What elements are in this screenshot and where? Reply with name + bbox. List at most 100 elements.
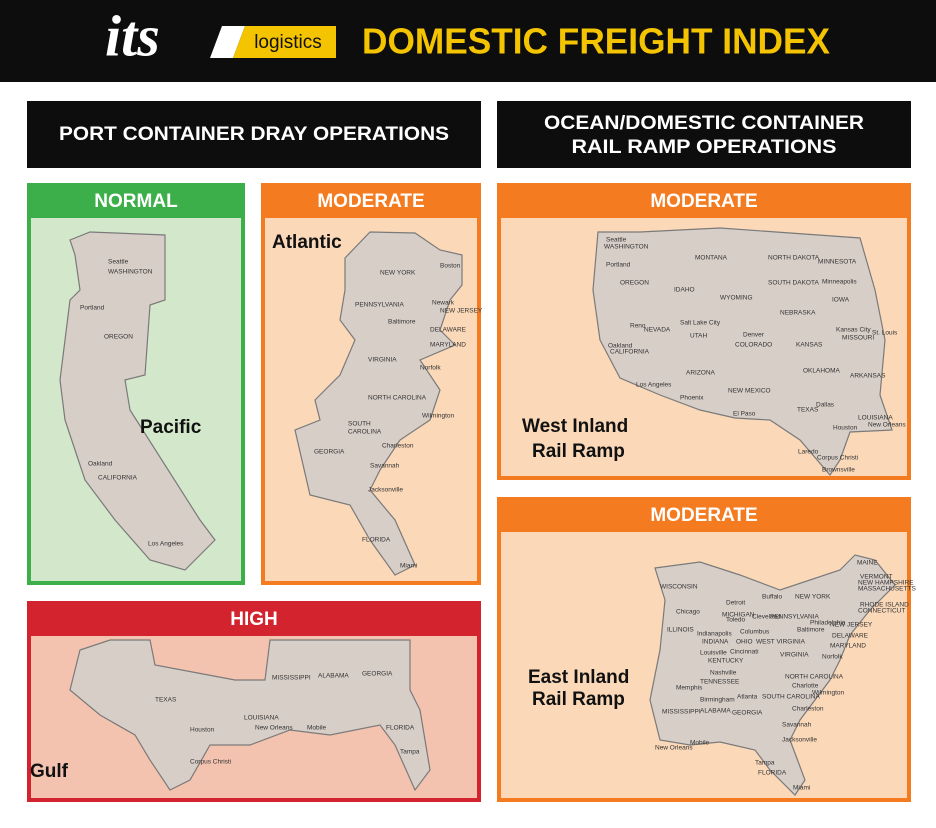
map-label: Atlanta bbox=[737, 694, 758, 701]
map-label: Boston bbox=[440, 263, 461, 270]
map-label: Detroit bbox=[726, 600, 745, 607]
map-label: PENNSYLVANIA bbox=[770, 614, 820, 621]
map-label: Mobile bbox=[690, 740, 710, 747]
map-label: WASHINGTON bbox=[604, 244, 649, 251]
map-label: Los Angeles bbox=[148, 541, 184, 548]
map-label: FLORIDA bbox=[758, 770, 787, 777]
status-label: HIGH bbox=[230, 609, 278, 630]
map-label: PENNSYLVANIA bbox=[355, 302, 405, 309]
map-label: Oakland bbox=[88, 461, 113, 468]
map-label: Louisville bbox=[700, 650, 727, 657]
map-label: Memphis bbox=[676, 685, 703, 692]
region-name: West Inland bbox=[522, 416, 628, 437]
map-label: Newark bbox=[432, 300, 455, 307]
map-label: GEORGIA bbox=[732, 710, 763, 717]
map-label: NEW JERSEY bbox=[830, 622, 873, 629]
map-label: Dallas bbox=[816, 402, 835, 409]
map-label: Indianapolis bbox=[697, 631, 732, 638]
map-label: RHODE ISLAND bbox=[860, 602, 909, 609]
map-label: Kansas City bbox=[836, 327, 871, 334]
map-label: NEW YORK bbox=[795, 594, 831, 601]
map-label: NEVADA bbox=[644, 327, 671, 334]
map-label: New Orleans bbox=[255, 725, 293, 732]
map-label: St. Louis bbox=[872, 330, 898, 337]
map-label: CALIFORNIA bbox=[610, 349, 650, 356]
map-label: Houston bbox=[833, 425, 858, 432]
map-label: OKLAHOMA bbox=[803, 368, 841, 375]
map-label: CONNECTICUT bbox=[858, 608, 905, 615]
map-label: Buffalo bbox=[762, 594, 783, 601]
map-label: WYOMING bbox=[720, 295, 753, 302]
map-label: New Orleans bbox=[868, 422, 906, 429]
map-label: Baltimore bbox=[797, 627, 825, 634]
map-label: NEW JERSEY bbox=[440, 308, 483, 315]
map-label: Miami bbox=[400, 563, 417, 570]
map-label: NEBRASKA bbox=[780, 310, 816, 317]
region-name: Atlantic bbox=[272, 232, 342, 253]
map-label: KANSAS bbox=[796, 342, 823, 349]
logo-slash bbox=[210, 26, 245, 58]
map-label: CAROLINA bbox=[348, 429, 382, 436]
section-title: RAIL RAMP OPERATIONS bbox=[572, 137, 837, 158]
map-label: ALABAMA bbox=[318, 673, 349, 680]
map-label: NEW YORK bbox=[380, 270, 416, 277]
map-label: Jacksonville bbox=[782, 737, 817, 744]
map-label: LOUISIANA bbox=[858, 415, 893, 422]
map-label: MARYLAND bbox=[830, 643, 866, 650]
map-label: ALABAMA bbox=[700, 708, 731, 715]
map-label: Charleston bbox=[382, 443, 414, 450]
map-label: El Paso bbox=[733, 411, 756, 418]
map-label: ILLINOIS bbox=[667, 627, 694, 634]
map-label: Norfolk bbox=[822, 654, 843, 661]
map-label: WISCONSIN bbox=[660, 584, 698, 591]
map-label: KENTUCKY bbox=[708, 658, 744, 665]
region-name: Pacific bbox=[140, 417, 202, 438]
status-label: MODERATE bbox=[650, 505, 757, 526]
header-bar bbox=[0, 0, 936, 82]
map-label: Tampa bbox=[400, 749, 420, 756]
region-name: East Inland bbox=[528, 667, 629, 688]
map-label: Miami bbox=[793, 785, 810, 792]
map-label: MINNESOTA bbox=[818, 259, 857, 266]
map-label: Cincinnati bbox=[730, 649, 759, 656]
map-label: Cleveland bbox=[752, 614, 781, 621]
map-label: WASHINGTON bbox=[108, 269, 153, 276]
map-label: Charlotte bbox=[792, 683, 819, 690]
section-title: OCEAN/DOMESTIC CONTAINER bbox=[544, 113, 864, 134]
map-label: OREGON bbox=[620, 280, 649, 287]
section-header bbox=[497, 101, 911, 168]
map-label: NORTH CAROLINA bbox=[368, 395, 427, 402]
region-map bbox=[59, 231, 216, 571]
region-map bbox=[294, 231, 463, 576]
logo: its bbox=[105, 3, 160, 68]
map-label: DELAWARE bbox=[430, 327, 467, 334]
map-label: Oakland bbox=[608, 343, 633, 350]
map-label: LOUISIANA bbox=[244, 715, 279, 722]
map-label: TENNESSEE bbox=[700, 679, 740, 686]
map-label: SOUTH CAROLINA bbox=[762, 694, 820, 701]
map-label: Mobile bbox=[307, 725, 327, 732]
map-label: Nashville bbox=[710, 670, 737, 677]
map-label: NORTH CAROLINA bbox=[785, 674, 844, 681]
map-label: Reno bbox=[630, 323, 646, 330]
map-label: Minneapolis bbox=[822, 279, 857, 286]
map-label: OHIO bbox=[736, 639, 753, 646]
map-label: Phoenix bbox=[680, 395, 704, 402]
map-label: MICHIGAN bbox=[722, 612, 755, 619]
map-label: SOUTH bbox=[348, 421, 371, 428]
map-label: NEW HAMPSHIRE bbox=[858, 580, 914, 587]
map-label: CALIFORNIA bbox=[98, 475, 138, 482]
map-label: Toledo bbox=[726, 617, 746, 624]
map-label: MAINE bbox=[857, 560, 878, 567]
map-label: Wilmington bbox=[422, 413, 455, 420]
map-label: FLORIDA bbox=[362, 537, 391, 544]
section-header bbox=[27, 101, 481, 168]
map-label: IOWA bbox=[832, 297, 850, 304]
status-label: MODERATE bbox=[317, 191, 424, 212]
map-label: ARKANSAS bbox=[850, 373, 886, 380]
map-label: VIRGINIA bbox=[780, 652, 809, 659]
map-label: Brownsville bbox=[822, 467, 855, 474]
map-label: Savannah bbox=[782, 722, 812, 729]
region-name: Rail Ramp bbox=[532, 441, 625, 462]
map-label: INDIANA bbox=[702, 639, 729, 646]
